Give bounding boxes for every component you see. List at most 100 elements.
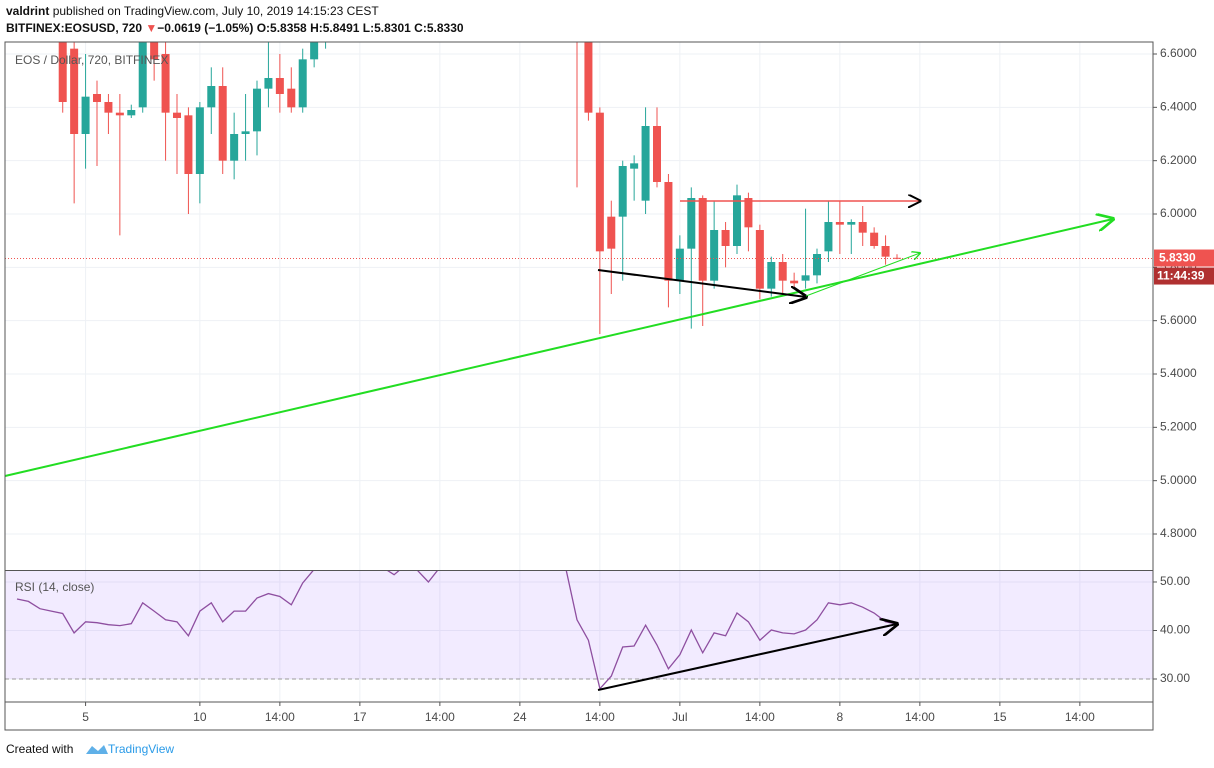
candle-body [870, 232, 879, 246]
candle-body [310, 42, 319, 60]
h-value: 5.8491 [323, 21, 360, 35]
candle-body [618, 166, 627, 217]
logo [86, 745, 108, 754]
countdown-box [1154, 267, 1214, 285]
candle-body [127, 110, 136, 116]
candle-body [115, 112, 124, 116]
x-tick-label: 14:00 [585, 710, 615, 724]
o-value: 5.8358 [270, 21, 307, 35]
change: −0.0619 (−1.05%) [157, 21, 253, 35]
x-tick-label: 14:00 [745, 710, 775, 724]
price-title: EOS / Dollar, 720, BITFINEX [15, 53, 168, 67]
y-tick-label: 5.6000 [1160, 313, 1197, 327]
candle-body [790, 280, 799, 284]
candle-body [767, 262, 776, 289]
rsi-line [16, 571, 898, 691]
candle-body [813, 254, 821, 276]
candle-body [595, 112, 604, 252]
header-line-1: valdrint published on TradingView.com, J… [6, 4, 379, 18]
l-value: 5.8301 [374, 21, 411, 35]
candle-body [173, 112, 181, 118]
candle-body [755, 230, 764, 289]
c-value: 5.8330 [427, 21, 464, 35]
symbol: BITFINEX:EOSUSD, 720 [6, 21, 142, 35]
footer: Created with [6, 742, 73, 756]
created-with: Created with [6, 742, 73, 756]
price-label-box [1154, 249, 1214, 267]
y-tick-label: 40.00 [1160, 623, 1190, 637]
x-tick-label: 14:00 [265, 710, 295, 724]
y-tick-label: 50.00 [1160, 574, 1190, 588]
c-label: C: [414, 21, 427, 35]
rsi-pane [16, 571, 898, 691]
support-line [805, 253, 920, 297]
x-tick-label: 17 [353, 710, 367, 724]
candle-body [275, 78, 284, 94]
price-divergence-arrow [597, 269, 806, 297]
candle-body [710, 230, 719, 281]
candle-body [653, 126, 661, 182]
x-tick-label: 5 [82, 710, 89, 724]
axes: 6.60006.40006.20006.00005.80005.60005.40… [82, 46, 1214, 724]
candle-body [138, 42, 147, 108]
candle-body [733, 195, 741, 246]
candle-body [104, 102, 113, 113]
y-tick-label: 6.6000 [1160, 46, 1197, 60]
o-label: O: [257, 21, 270, 35]
published: published on TradingView.com, July 10, 2… [53, 4, 380, 18]
drawings [4, 201, 1113, 691]
candle-body [81, 96, 90, 134]
candle-body [801, 275, 810, 281]
candle-body [835, 222, 844, 225]
candle-body [687, 198, 696, 249]
trend-line [4, 219, 1113, 477]
candle-body [161, 54, 170, 113]
candle-body [298, 59, 307, 108]
candle-body [778, 262, 787, 281]
y-tick-label: 5.2000 [1160, 420, 1197, 434]
candle-body [675, 248, 684, 281]
candle-body [630, 163, 639, 169]
x-tick-label: 14:00 [905, 710, 935, 724]
x-tick-label: 8 [837, 710, 844, 724]
candle-body [58, 42, 67, 102]
candle-body [207, 86, 216, 108]
candle-body [641, 126, 650, 201]
candle-body [218, 86, 227, 161]
candle-body [847, 222, 856, 225]
x-tick-label: 14:00 [1065, 710, 1095, 724]
header-line-2: BITFINEX:EOSUSD, 720 ▼−0.0619 (−1.05%) O… [6, 21, 464, 35]
author: valdrint [6, 4, 49, 18]
candle-body [698, 198, 707, 281]
rsi-band [5, 571, 1153, 680]
rsi-divergence-arrow [597, 624, 897, 691]
x-tick-label: 15 [993, 710, 1007, 724]
candle-body [253, 88, 261, 132]
x-tick-label: Jul [672, 710, 687, 724]
candle-body [287, 88, 296, 108]
y-tick-label: 6.4000 [1160, 100, 1197, 114]
candle-body [184, 115, 193, 174]
candle-body [93, 94, 101, 102]
rsi-band-group [5, 571, 1153, 680]
countdown: 11:44:39 [1157, 269, 1205, 283]
y-tick-label: 6.2000 [1160, 153, 1197, 167]
candle-body [664, 182, 673, 281]
candle-body [607, 216, 616, 249]
y-tick-label: 30.00 [1160, 671, 1190, 685]
y-tick-label: 5.4000 [1160, 366, 1197, 380]
h-label: H: [310, 21, 323, 35]
candle-body [70, 48, 79, 134]
candle-body [744, 198, 753, 228]
price-label: 5.8330 [1159, 251, 1196, 265]
candle-body [573, 0, 581, 1]
y-tick-label: 4.8000 [1160, 526, 1197, 540]
candle-body [824, 222, 833, 252]
y-tick-label: 6.0000 [1160, 206, 1197, 220]
x-tick-label: 10 [193, 710, 207, 724]
candle-body [241, 131, 250, 134]
x-tick-label: 24 [513, 710, 527, 724]
brand: TradingView [108, 742, 174, 756]
